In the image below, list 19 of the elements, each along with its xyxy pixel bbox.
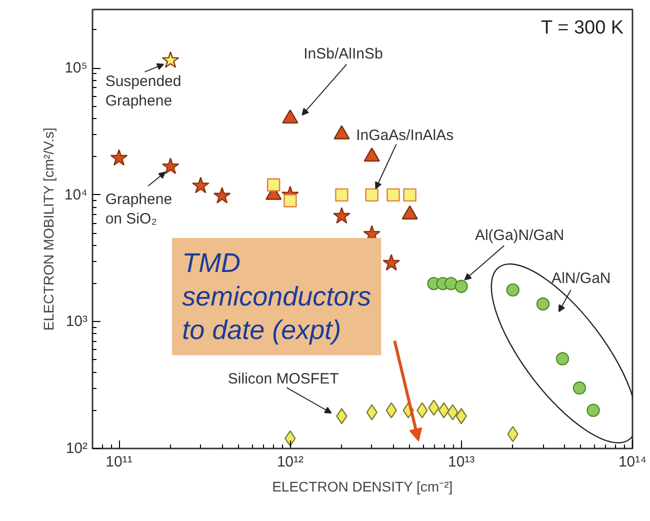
text: InGaAs/InAlAs	[356, 126, 454, 144]
series-label: Graphene on SiO₂	[105, 191, 172, 228]
y-tick-label: 10⁵	[64, 60, 88, 77]
y-tick-label: 10²	[66, 440, 88, 457]
y-tick-label: 10³	[66, 313, 88, 330]
text: Al(Ga)N/GaN	[474, 226, 564, 244]
x-axis-title: ELECTRON DENSITY [cm⁻²]	[272, 478, 453, 494]
x-tick-label: 10¹⁴	[618, 454, 647, 470]
y-axis-title: ELECTRON MOBILITY [cm²/V.s]	[40, 128, 56, 331]
annotation: T = 300 K	[541, 17, 624, 38]
series-label: Suspended Graphene	[105, 73, 182, 110]
series-label: Silicon MOSFET	[228, 370, 339, 388]
y-tick-label: 10⁴	[64, 186, 88, 204]
annotation: TMD semiconductors to date (expt)	[182, 248, 372, 346]
x-tick-label: 10¹²	[276, 454, 304, 470]
series-label: AlN/GaN	[552, 270, 611, 288]
x-tick-label: 10¹¹	[106, 454, 132, 470]
text: InSb/AlInSb	[304, 46, 383, 63]
x-tick-label: 10¹³	[448, 454, 475, 470]
